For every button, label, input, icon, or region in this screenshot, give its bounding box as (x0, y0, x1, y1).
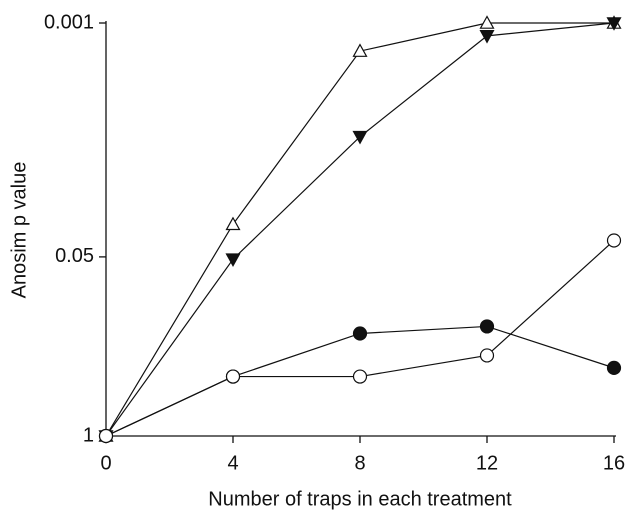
x-tick-label: 0 (100, 452, 111, 474)
point (479, 348, 495, 363)
x-tick-label: 4 (227, 452, 238, 474)
x-tick-label: 16 (603, 452, 625, 474)
y-tick-label: 0.05 (55, 245, 94, 267)
point (225, 369, 241, 384)
point (225, 253, 241, 267)
x-axis-label: Number of traps in each treatment (208, 488, 512, 510)
point (98, 428, 114, 444)
y-tick-label: 1 (83, 424, 94, 446)
y-tick-label: 0.001 (44, 11, 94, 33)
point (606, 233, 622, 248)
point (352, 43, 368, 57)
point (352, 326, 368, 341)
point (479, 319, 495, 334)
x-tick-label: 12 (476, 452, 498, 474)
point (606, 17, 622, 31)
point (479, 15, 495, 29)
x-tick-label: 8 (354, 452, 365, 474)
y-axis-label: Anosim p value (8, 162, 30, 299)
point (479, 30, 495, 44)
point (225, 216, 241, 231)
point (352, 369, 368, 384)
point (352, 130, 368, 145)
point (606, 360, 622, 375)
